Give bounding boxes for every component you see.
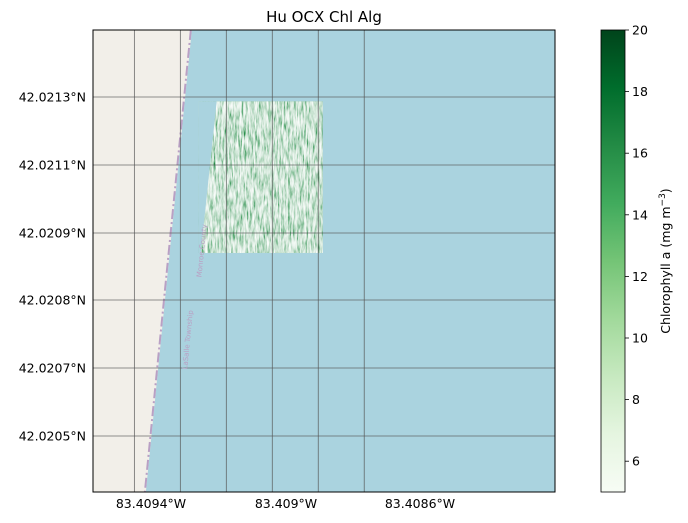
lat-tick-label: 42.0213°N <box>19 90 86 105</box>
lat-lon-gridlines <box>93 30 555 492</box>
colorbar-label: Chlorophyll a (mg m−3) <box>658 188 673 333</box>
colorbar-tick-label: 16 <box>632 146 648 161</box>
lat-tick-label: 42.0205°N <box>19 429 86 444</box>
colorbar: 6 8 10 12 14 16 18 20 Chlorophyll a (mg m−3) <box>600 23 673 493</box>
colorbar-tick-label: 18 <box>632 84 648 99</box>
lon-tick-label: 83.409°W <box>255 496 317 511</box>
lat-tick-labels: 42.0213°N 42.0211°N 42.0209°N 42.0208°N 42.0… <box>19 90 86 444</box>
colorbar-tick-label: 8 <box>632 392 640 407</box>
land-area <box>93 30 192 492</box>
lon-tick-labels: 83.4094°W 83.409°W 83.4086°W <box>116 496 455 511</box>
colorbar-ticks: 6 8 10 12 14 16 18 20 <box>625 23 648 469</box>
axes-frame <box>92 29 556 493</box>
map-axes: Monroe County LaSalle Township <box>93 30 555 492</box>
chlorophyll-raster <box>198 101 323 253</box>
lat-tick-label: 42.0211°N <box>19 158 86 173</box>
lat-tick-label: 42.0209°N <box>19 226 86 241</box>
lat-tick-label: 42.0208°N <box>19 293 86 308</box>
colorbar-tick-label: 10 <box>632 331 648 346</box>
colorbar-tick-label: 12 <box>632 269 648 284</box>
colorbar-tick-label: 14 <box>632 207 648 222</box>
colorbar-frame <box>600 29 626 493</box>
colorbar-gradient <box>601 30 625 492</box>
raster-gap <box>198 101 217 253</box>
raster-layer <box>198 101 323 253</box>
lon-tick-label: 83.4086°W <box>385 496 455 511</box>
lat-tick-label: 42.0207°N <box>19 361 86 376</box>
lon-tick-label: 83.4094°W <box>116 496 186 511</box>
colorbar-tick-label: 20 <box>632 23 648 38</box>
colorbar-tick-label: 6 <box>632 454 640 469</box>
county-boundary-line <box>143 30 192 492</box>
chart-title: Hu OCX Chl Alg <box>266 8 382 26</box>
